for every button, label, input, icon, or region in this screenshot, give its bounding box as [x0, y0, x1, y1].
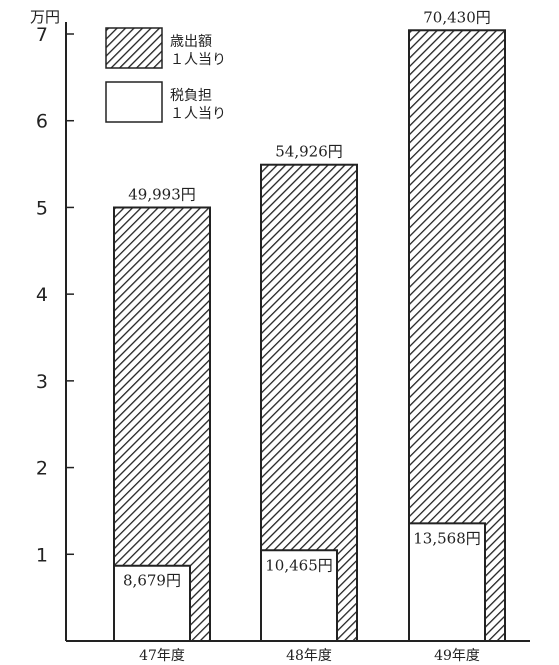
- y-tick-label: 5: [36, 197, 48, 219]
- data-label-expenditure: 54,926円: [275, 143, 343, 161]
- data-label-tax: 13,568円: [413, 529, 481, 547]
- data-label-tax: 8,679円: [123, 572, 181, 590]
- legend-label-expenditure-line2: １人当り: [170, 52, 226, 68]
- category-label: 48年度: [286, 648, 332, 664]
- y-tick-label: 7: [36, 24, 48, 46]
- category-label: 47年度: [139, 648, 185, 664]
- category-label: 49年度: [434, 648, 480, 664]
- legend: 歳出額 １人当り 税負担 １人当り: [105, 27, 226, 123]
- y-tick-label: 6: [36, 111, 48, 133]
- bars: [113, 29, 506, 643]
- legend-label-tax-line1: 税負担: [170, 88, 212, 104]
- bar-tax: [260, 549, 338, 642]
- legend-swatch-white: [105, 81, 163, 123]
- y-tick-label: 1: [36, 544, 48, 566]
- y-tick-label: 4: [36, 284, 48, 306]
- category-labels: 47年度 48年度 49年度: [139, 648, 480, 664]
- data-labels: 49,993円 8,679円 54,926円 10,465円 70,430円 13,568…: [123, 8, 491, 589]
- y-tick-label: 3: [36, 371, 48, 393]
- y-ticks: 1 2 3 4 5 6 7: [36, 24, 74, 566]
- bar-tax: [408, 522, 486, 643]
- y-unit-label: 万円: [30, 8, 60, 26]
- legend-label-expenditure-line1: 歳出額: [170, 34, 212, 50]
- data-label-tax: 10,465円: [265, 556, 333, 574]
- y-tick-label: 2: [36, 458, 48, 480]
- bar-tax: [113, 564, 191, 642]
- data-label-expenditure: 70,430円: [423, 8, 491, 26]
- legend-swatch-hatched: [105, 27, 163, 69]
- legend-label-tax-line2: １人当り: [170, 106, 226, 122]
- data-label-expenditure: 49,993円: [128, 185, 196, 203]
